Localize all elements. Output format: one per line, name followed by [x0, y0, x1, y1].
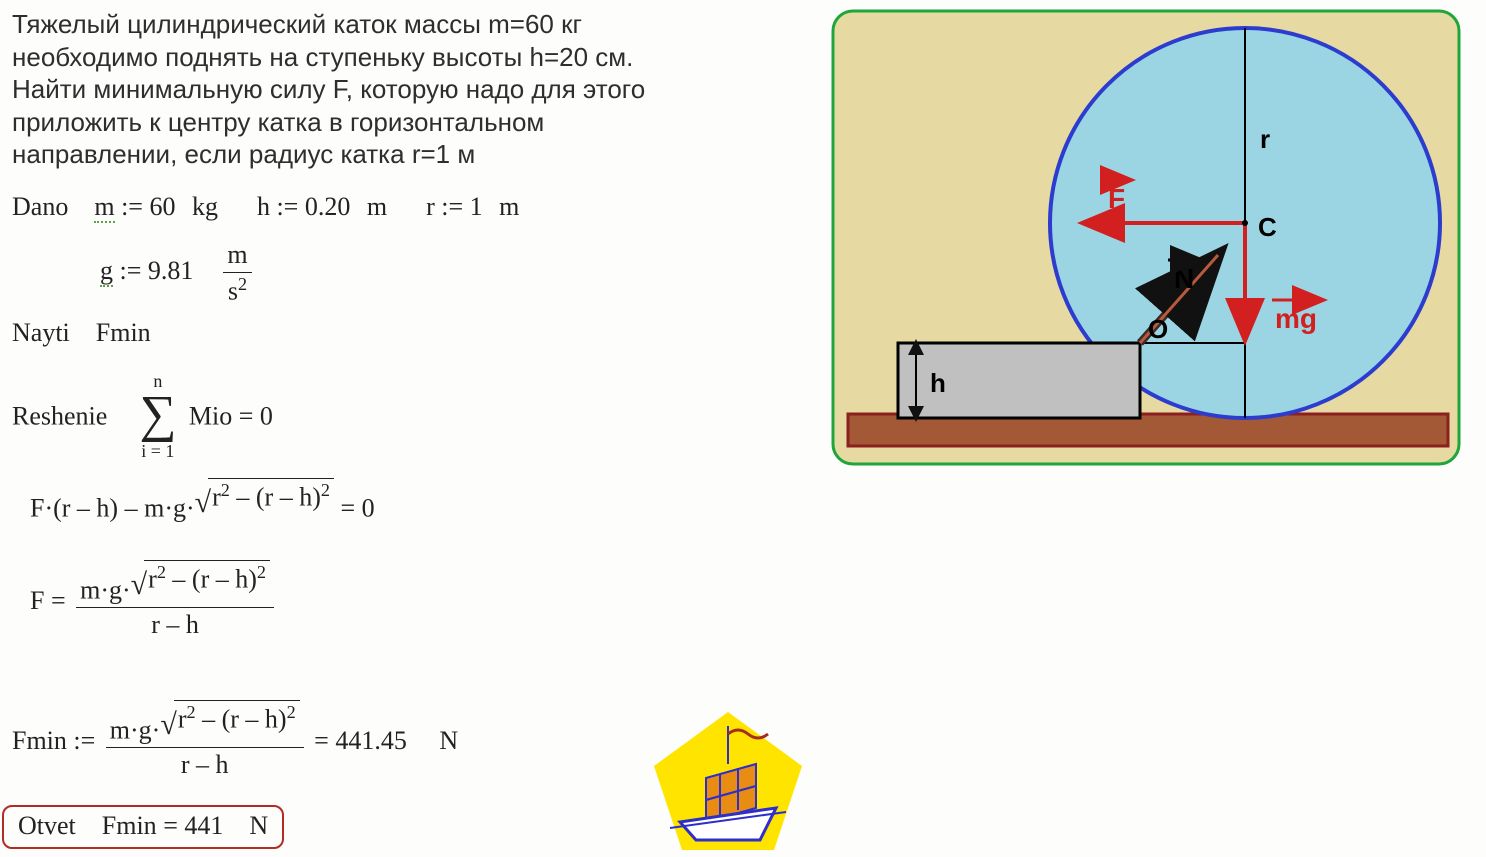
fmin-unit: N: [439, 726, 458, 755]
h-value: 0.20: [305, 192, 351, 221]
eq2-den: r – h: [76, 607, 274, 642]
answer-box: Otvet Fmin = 441 N: [2, 805, 284, 849]
label-C: C: [1258, 212, 1277, 242]
g-unit-frac: m s2: [223, 238, 251, 308]
assign-op-r: :=: [441, 192, 469, 221]
answer-unit: N: [249, 811, 268, 840]
answer-eq: =: [163, 811, 184, 840]
h-unit: m: [367, 192, 387, 221]
answer-var: Fmin: [102, 811, 157, 840]
fmin-frac: m·g·√r2 – (r – h)2 r – h: [106, 700, 304, 782]
find-var: Fmin: [96, 318, 151, 347]
problem-statement: Тяжелый цилиндрический каток массы m=60 …: [12, 8, 712, 171]
sigma-icon: ∑: [139, 393, 176, 437]
equals-sign: =: [314, 726, 335, 755]
eq2-num-a: m·g·: [80, 575, 131, 604]
sqrt-sign-icon: √: [195, 495, 211, 510]
sqrt-sign-icon-2: √: [131, 577, 147, 592]
fmin-result: 441.45: [335, 726, 407, 755]
find-section: Nayti Fmin: [12, 316, 151, 350]
solution-section: Reshenie n ∑ i = 1 Mio = 0: [12, 370, 273, 463]
assign-op-m: :=: [121, 192, 149, 221]
diagram-svg: r F C N mg O h: [830, 8, 1462, 467]
logo: [648, 708, 808, 857]
gravity-line: g := 9.81 m s2: [100, 238, 256, 308]
g-value: 9.81: [148, 256, 194, 285]
label-r: r: [1260, 124, 1270, 154]
label-h: h: [930, 368, 946, 398]
r-unit: m: [499, 192, 519, 221]
var-g: g: [100, 256, 113, 287]
eq2-lhs: F =: [30, 586, 72, 615]
g-unit-den-pow: 2: [238, 274, 247, 294]
sqrt-3: √r2 – (r – h)2: [160, 700, 299, 736]
assign-op-h: :=: [276, 192, 304, 221]
sum-symbol: n ∑ i = 1: [139, 370, 176, 463]
sqrt-body-3: r2 – (r – h)2: [174, 700, 300, 736]
label-mg-group: mg: [1272, 300, 1322, 334]
sqrt-body-2: r2 – (r – h)2: [144, 560, 270, 596]
eq1-lhs-a: F·(r – h) – m·g·: [30, 493, 195, 522]
problem-text: Тяжелый цилиндрический каток массы m=60 …: [12, 9, 645, 169]
label-O: O: [1148, 314, 1168, 344]
eq2-num: m·g·√r2 – (r – h)2: [76, 560, 274, 607]
fmin-den: r – h: [106, 747, 304, 782]
fmin-label: Fmin :=: [12, 726, 102, 755]
m-unit: kg: [192, 192, 218, 221]
assign-op-g: :=: [120, 256, 148, 285]
equation-2: F = m·g·√r2 – (r – h)2 r – h: [30, 560, 278, 642]
diagram: r F C N mg O h: [830, 8, 1462, 467]
eq2-frac: m·g·√r2 – (r – h)2 r – h: [76, 560, 274, 642]
logo-svg: [648, 708, 808, 857]
sqrt-sign-icon-3: √: [160, 717, 176, 732]
g-unit-den: s2: [223, 272, 251, 308]
page-root: Тяжелый цилиндрический каток массы m=60 …: [0, 0, 1486, 857]
sqrt-2: √r2 – (r – h)2: [131, 560, 270, 596]
fmin-num: m·g·√r2 – (r – h)2: [106, 700, 304, 747]
moment-eq: Mio = 0: [189, 402, 273, 431]
label-N: N: [1174, 263, 1194, 294]
r-value: 1: [470, 192, 483, 221]
given-section: Dano m := 60 kg h := 0.20 m r := 1 m: [12, 190, 519, 224]
fmin-line: Fmin := m·g·√r2 – (r – h)2 r – h = 441.4…: [12, 700, 458, 782]
label-mg: mg: [1275, 303, 1317, 334]
var-r: r: [426, 192, 435, 221]
given-label: Dano: [12, 192, 68, 221]
label-F: F: [1108, 183, 1125, 214]
answer-value: 441: [184, 811, 223, 840]
var-m: m: [94, 192, 114, 223]
fmin-num-a: m·g·: [110, 715, 161, 744]
var-h: h: [257, 192, 270, 221]
g-unit-num: m: [223, 238, 251, 272]
equation-1: F·(r – h) – m·g·√r2 – (r – h)2 = 0: [30, 478, 375, 525]
answer-label: Otvet: [18, 811, 76, 840]
m-value: 60: [149, 192, 175, 221]
g-unit-den-base: s: [228, 276, 238, 305]
sqrt-body-1: r2 – (r – h)2: [208, 478, 334, 514]
eq1-rhs: = 0: [334, 493, 375, 522]
solution-label: Reshenie: [12, 402, 107, 431]
find-label: Nayti: [12, 318, 70, 347]
center-point: [1242, 220, 1248, 226]
sqrt-1: √r2 – (r – h)2: [195, 478, 334, 514]
sum-lower: i = 1: [139, 440, 176, 463]
